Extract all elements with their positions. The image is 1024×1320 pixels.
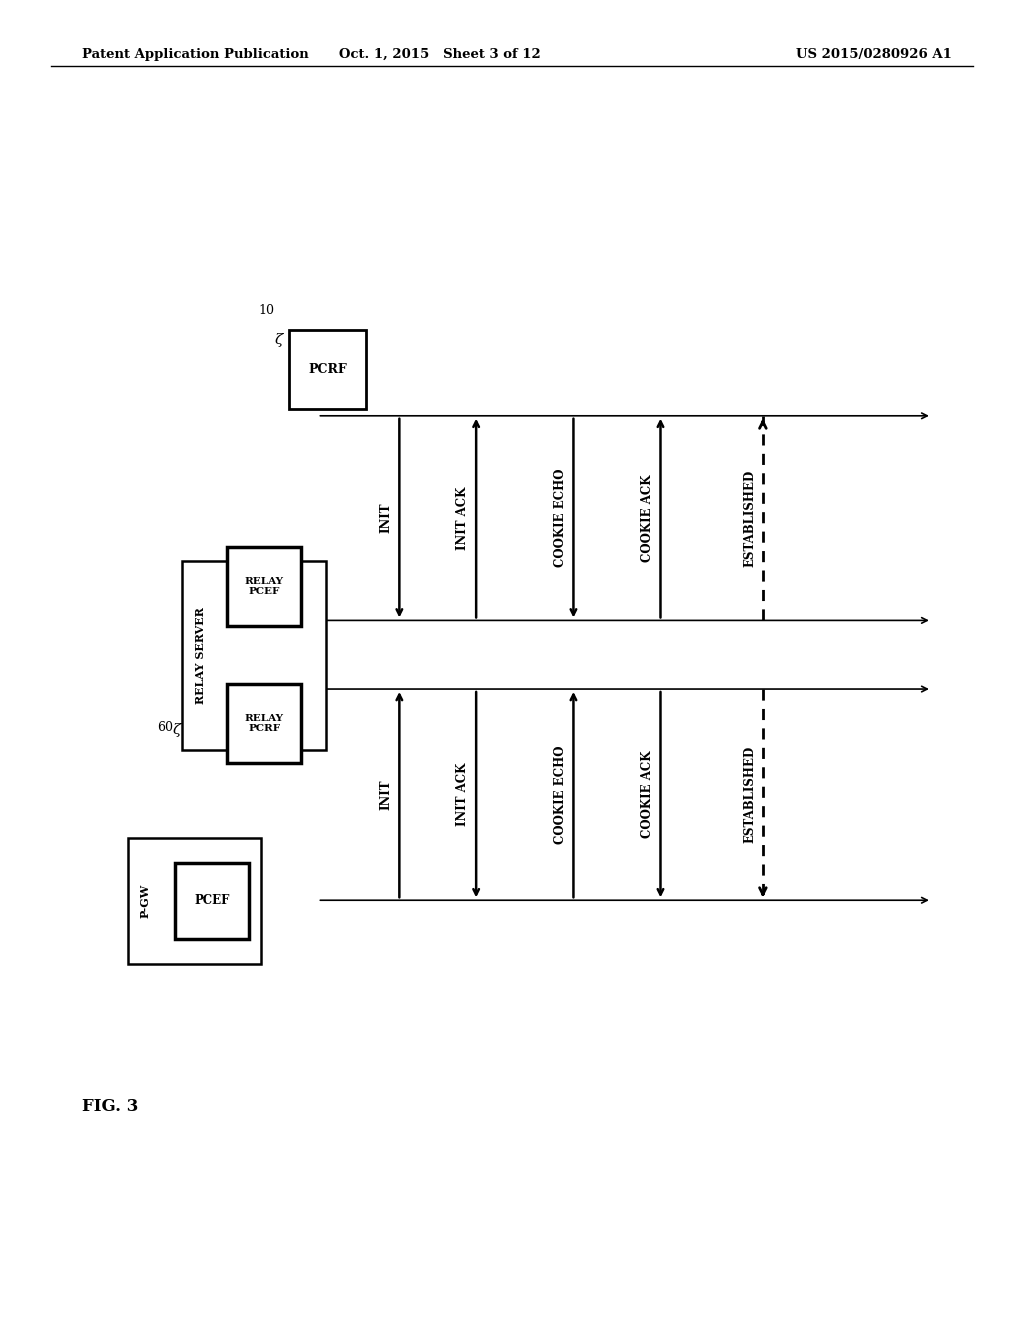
Text: ESTABLISHED: ESTABLISHED xyxy=(743,470,756,566)
Text: COOKIE ACK: COOKIE ACK xyxy=(641,474,653,562)
Text: PCRF: PCRF xyxy=(308,363,347,376)
Text: INIT: INIT xyxy=(380,779,392,810)
Text: INIT: INIT xyxy=(380,503,392,533)
Text: ESTABLISHED: ESTABLISHED xyxy=(743,746,756,843)
Bar xyxy=(227,684,301,763)
Text: Oct. 1, 2015   Sheet 3 of 12: Oct. 1, 2015 Sheet 3 of 12 xyxy=(339,48,542,61)
Bar xyxy=(290,330,367,409)
Text: 10: 10 xyxy=(259,304,274,317)
Text: COOKIE ACK: COOKIE ACK xyxy=(641,751,653,838)
Bar xyxy=(128,838,261,964)
Text: ζ: ζ xyxy=(173,722,181,737)
Text: FIG. 3: FIG. 3 xyxy=(82,1098,138,1115)
Bar xyxy=(227,548,301,627)
Text: P-GW: P-GW xyxy=(140,884,151,917)
Text: COOKIE ECHO: COOKIE ECHO xyxy=(554,746,566,843)
Bar xyxy=(175,863,249,940)
Text: RELAY
PCRF: RELAY PCRF xyxy=(245,714,284,733)
Text: ζ: ζ xyxy=(274,333,284,347)
Text: INIT ACK: INIT ACK xyxy=(457,763,469,826)
Text: INIT ACK: INIT ACK xyxy=(457,486,469,550)
Text: US 2015/0280926 A1: US 2015/0280926 A1 xyxy=(797,48,952,61)
Text: Patent Application Publication: Patent Application Publication xyxy=(82,48,308,61)
Text: RELAY SERVER: RELAY SERVER xyxy=(196,607,206,704)
Text: 60: 60 xyxy=(157,721,173,734)
Bar xyxy=(182,561,326,750)
Text: PCEF: PCEF xyxy=(195,895,229,907)
Text: RELAY
PCEF: RELAY PCEF xyxy=(245,577,284,597)
Text: COOKIE ECHO: COOKIE ECHO xyxy=(554,469,566,568)
